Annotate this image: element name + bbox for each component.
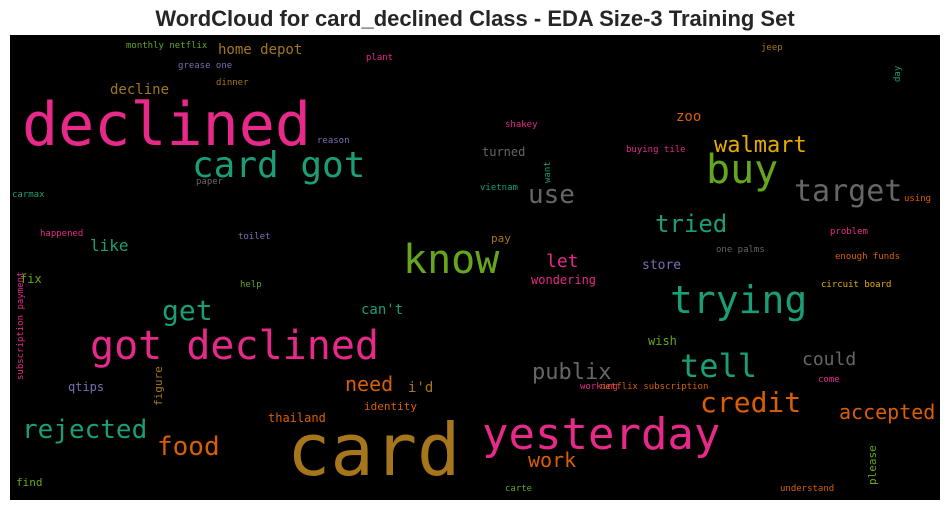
- word-jeep: jeep: [761, 43, 783, 53]
- word-tell: tell: [680, 347, 757, 385]
- word-thailand: thailand: [268, 411, 326, 425]
- word-happened: happened: [40, 229, 83, 239]
- word-dinner: dinner: [216, 78, 249, 88]
- word-fix: fix: [20, 272, 42, 286]
- word-qtips: qtips: [68, 380, 104, 394]
- word-use: use: [528, 180, 575, 210]
- word-come: come: [818, 375, 840, 385]
- word-could: could: [802, 349, 856, 370]
- word-problem: problem: [830, 227, 868, 237]
- word-walmart: walmart: [714, 133, 807, 158]
- word-need: need: [345, 372, 393, 396]
- word-let: let: [546, 251, 579, 272]
- word-netflix-subscription: netflix subscription: [600, 382, 708, 392]
- word-one-palms: one palms: [716, 245, 765, 255]
- word-like: like: [90, 236, 129, 255]
- word-tried: tried: [655, 210, 727, 238]
- word-grease-one: grease one: [178, 61, 232, 71]
- word-help: help: [240, 280, 262, 290]
- word-accepted: accepted: [839, 400, 935, 424]
- word-got-declined: got declined: [90, 323, 379, 369]
- word-carmax: carmax: [12, 190, 45, 200]
- word-zoo: zoo: [676, 109, 701, 125]
- word-plant: plant: [366, 53, 393, 63]
- word-get: get: [162, 294, 213, 327]
- word-can-t: can't: [361, 302, 403, 318]
- word-identity: identity: [364, 400, 417, 413]
- word-food: food: [157, 432, 220, 462]
- word-subscription-payment: subscription payment: [16, 272, 26, 380]
- word-find: find: [16, 476, 43, 489]
- chart-title: WordCloud for card_declined Class - EDA …: [155, 6, 795, 31]
- word-please: please: [866, 445, 879, 485]
- word-rejected: rejected: [22, 415, 147, 445]
- word-store: store: [642, 258, 681, 273]
- word-home-depot: home depot: [218, 42, 302, 58]
- wordcloud-svg: card declined yesterday got declined card go…: [12, 41, 935, 494]
- word-monthly-netflix: monthly netflix: [126, 41, 208, 51]
- word-circuit-board: circuit board: [821, 280, 891, 290]
- word-shakey: shakey: [505, 120, 538, 130]
- word-reason: reason: [317, 136, 350, 146]
- word-target: target: [794, 174, 902, 209]
- word-enough-funds: enough funds: [835, 252, 900, 262]
- word-paper: paper: [196, 177, 224, 187]
- word-card-got: card got: [192, 145, 365, 186]
- word-know: know: [403, 237, 500, 283]
- word-i-d: i'd: [408, 380, 433, 396]
- word-credit: credit: [700, 386, 801, 419]
- word-using: using: [904, 194, 931, 204]
- word-want: want: [543, 161, 553, 183]
- word-wondering: wondering: [531, 273, 596, 287]
- word-work: work: [528, 448, 576, 472]
- word-working: working: [580, 382, 618, 392]
- word-figure: figure: [152, 366, 165, 406]
- word-carte: carte: [505, 484, 532, 494]
- word-day: day: [893, 65, 903, 82]
- word-publix: publix: [532, 360, 611, 385]
- word-decline: decline: [110, 82, 169, 98]
- word-turned: turned: [482, 145, 525, 159]
- word-buy: buy: [706, 147, 778, 193]
- word-understand: understand: [780, 484, 834, 494]
- word-card: card: [287, 408, 460, 492]
- word-wish: wish: [648, 334, 677, 348]
- word-pay: pay: [491, 232, 511, 245]
- word-vietnam: vietnam: [480, 183, 518, 193]
- wordcloud-canvas: card declined yesterday got declined card go…: [10, 35, 940, 500]
- word-trying: trying: [670, 278, 807, 322]
- word-buying-tile: buying tile: [626, 145, 686, 155]
- word-toilet: toilet: [238, 232, 271, 242]
- word-declined: declined: [22, 90, 311, 160]
- word-yesterday: yesterday: [482, 409, 720, 460]
